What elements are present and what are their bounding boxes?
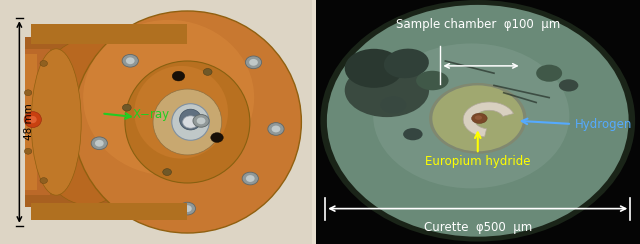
Text: X−ray: X−ray (132, 108, 170, 121)
Ellipse shape (172, 104, 209, 140)
Circle shape (122, 54, 138, 67)
Text: Sample chamber  φ100  μm: Sample chamber φ100 μm (396, 18, 560, 31)
Ellipse shape (416, 71, 449, 90)
Ellipse shape (153, 89, 221, 155)
Text: 48 mm: 48 mm (24, 104, 34, 140)
Circle shape (211, 133, 223, 142)
Circle shape (246, 175, 255, 182)
Circle shape (40, 61, 47, 66)
Circle shape (271, 126, 280, 132)
Bar (31, 24, 188, 44)
Circle shape (126, 57, 134, 64)
Ellipse shape (373, 43, 570, 188)
Circle shape (204, 69, 212, 75)
Circle shape (122, 104, 131, 111)
Ellipse shape (74, 11, 301, 233)
Polygon shape (463, 102, 513, 137)
Circle shape (183, 205, 192, 212)
Ellipse shape (31, 49, 81, 195)
Ellipse shape (345, 49, 403, 88)
Circle shape (193, 114, 209, 127)
Ellipse shape (83, 20, 254, 175)
Text: Europium hydride: Europium hydride (425, 155, 531, 168)
Bar (25, 49, 50, 195)
Circle shape (242, 172, 259, 185)
Circle shape (24, 90, 32, 96)
Circle shape (24, 148, 32, 154)
Text: Hydrogen: Hydrogen (575, 118, 632, 131)
Ellipse shape (31, 39, 143, 205)
Ellipse shape (180, 109, 202, 130)
Ellipse shape (433, 85, 523, 151)
Ellipse shape (345, 63, 429, 117)
Ellipse shape (403, 128, 422, 140)
Ellipse shape (429, 83, 527, 154)
Circle shape (172, 71, 185, 81)
Ellipse shape (472, 113, 487, 123)
Circle shape (249, 59, 258, 66)
Circle shape (179, 202, 195, 215)
Circle shape (182, 116, 198, 128)
Circle shape (268, 123, 284, 135)
Bar (31, 203, 188, 220)
Bar (25, 54, 38, 190)
Ellipse shape (559, 79, 579, 92)
Ellipse shape (321, 0, 635, 242)
Circle shape (95, 140, 104, 147)
Text: Curette  φ500  μm: Curette φ500 μm (424, 221, 532, 234)
Circle shape (91, 137, 108, 150)
Bar (25, 37, 175, 207)
Ellipse shape (29, 116, 36, 123)
Circle shape (40, 178, 47, 183)
Ellipse shape (380, 96, 406, 113)
Ellipse shape (24, 112, 42, 127)
Ellipse shape (125, 61, 250, 183)
Ellipse shape (327, 5, 628, 237)
Ellipse shape (134, 66, 228, 159)
Circle shape (245, 56, 262, 69)
Ellipse shape (475, 115, 482, 120)
Ellipse shape (536, 65, 562, 82)
Ellipse shape (384, 49, 429, 78)
Circle shape (163, 169, 172, 175)
Circle shape (196, 117, 205, 124)
